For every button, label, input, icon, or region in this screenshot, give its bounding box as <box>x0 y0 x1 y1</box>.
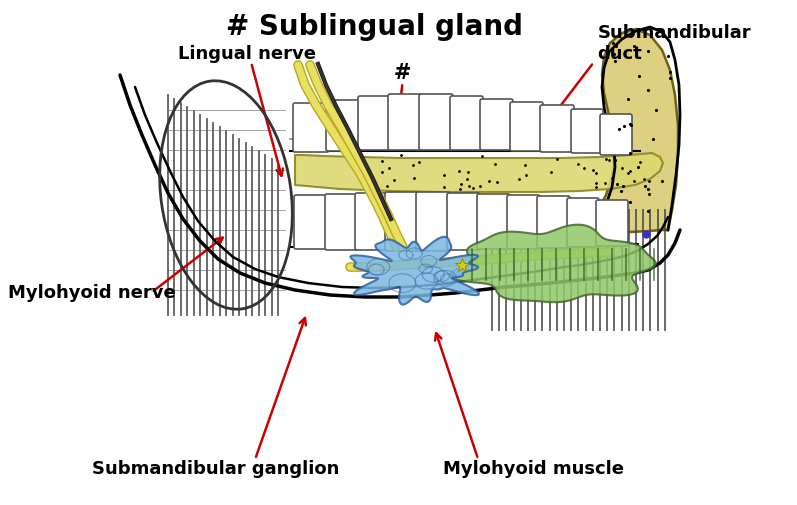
Text: Mylohyoid muscle: Mylohyoid muscle <box>443 459 625 477</box>
FancyBboxPatch shape <box>326 101 360 152</box>
FancyBboxPatch shape <box>355 193 388 250</box>
Text: Submandibular
duct: Submandibular duct <box>598 24 752 63</box>
Text: #: # <box>394 63 411 83</box>
FancyBboxPatch shape <box>596 200 628 246</box>
FancyBboxPatch shape <box>450 97 483 150</box>
FancyBboxPatch shape <box>388 95 422 150</box>
Text: Lingual nerve: Lingual nerve <box>178 45 316 63</box>
Polygon shape <box>450 225 656 302</box>
FancyBboxPatch shape <box>385 192 419 251</box>
FancyBboxPatch shape <box>507 195 540 249</box>
FancyBboxPatch shape <box>540 106 574 153</box>
FancyBboxPatch shape <box>600 115 632 156</box>
FancyBboxPatch shape <box>567 198 599 247</box>
FancyBboxPatch shape <box>293 104 329 153</box>
FancyBboxPatch shape <box>358 97 391 150</box>
FancyBboxPatch shape <box>416 192 450 251</box>
FancyBboxPatch shape <box>325 194 358 250</box>
Text: Mylohyoid nerve: Mylohyoid nerve <box>8 284 175 302</box>
Text: # Sublingual gland: # Sublingual gland <box>226 13 523 40</box>
FancyBboxPatch shape <box>477 194 510 249</box>
FancyBboxPatch shape <box>294 195 328 249</box>
FancyBboxPatch shape <box>480 100 513 150</box>
FancyBboxPatch shape <box>510 103 543 152</box>
Polygon shape <box>351 237 479 305</box>
Polygon shape <box>580 30 678 232</box>
Text: Submandibular ganglion: Submandibular ganglion <box>92 459 339 477</box>
FancyBboxPatch shape <box>537 196 570 248</box>
FancyBboxPatch shape <box>419 95 453 150</box>
Polygon shape <box>295 154 663 192</box>
FancyBboxPatch shape <box>571 110 603 154</box>
FancyBboxPatch shape <box>447 193 480 250</box>
